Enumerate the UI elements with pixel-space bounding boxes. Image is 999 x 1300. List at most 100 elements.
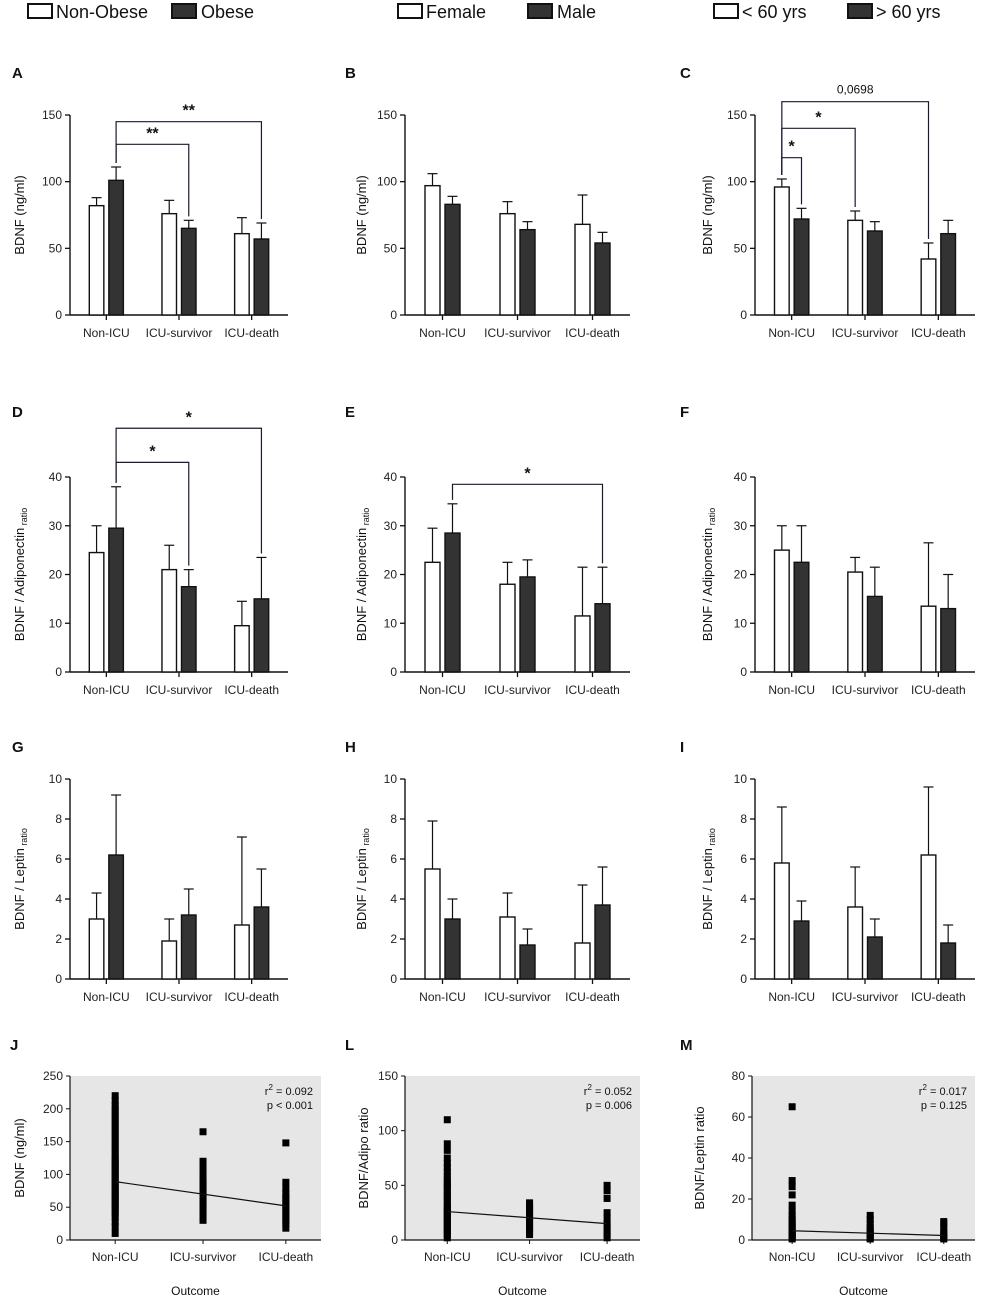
y-tick-label: 100	[43, 1167, 63, 1181]
data-point	[788, 1211, 796, 1219]
data-point	[866, 1224, 874, 1232]
bar	[424, 868, 441, 980]
data-point	[603, 1214, 611, 1222]
legend-swatch	[527, 3, 553, 19]
data-point	[199, 1176, 207, 1184]
data-point	[199, 1163, 207, 1171]
significance-label: **	[183, 103, 196, 120]
regression-line	[792, 1230, 944, 1237]
y-tick-label: 60	[732, 1110, 746, 1124]
data-point	[199, 1128, 207, 1136]
y-tick-label: 20	[732, 1192, 746, 1206]
y-tick-label: 100	[727, 175, 747, 189]
bar	[940, 942, 957, 980]
panel-letter: F	[680, 404, 689, 421]
bar	[444, 918, 461, 980]
y-axis-label-sub: ratio	[19, 508, 29, 528]
bar	[594, 904, 611, 980]
y-tick-label: 40	[732, 1151, 746, 1165]
legend-1: Non-Obese Obese	[27, 2, 254, 22]
panel-letter: E	[345, 404, 355, 421]
y-axis-label-sub: ratio	[19, 828, 29, 848]
y-tick-label: 80	[732, 1069, 746, 1083]
p-value-label: p = 0.125	[921, 1100, 967, 1112]
data-point	[443, 1154, 451, 1162]
x-tick-label: Non-ICU	[83, 990, 130, 1004]
y-tick-label: 0	[740, 972, 747, 986]
bar	[88, 204, 105, 316]
y-tick-label: 40	[734, 470, 748, 484]
y-tick-label: 0	[55, 972, 62, 986]
r-squared-exponent: 2	[922, 1083, 927, 1092]
x-tick-label: Non-ICU	[768, 990, 815, 1004]
panel-D: D 0 10 20 30 40 BDNF / Adiponectin ratio Non-IC…	[12, 404, 288, 697]
y-tick-label: 2	[55, 932, 62, 946]
y-tick-label: 0	[56, 1233, 63, 1247]
x-tick-label: ICU-survivor	[146, 683, 213, 697]
panel-letter: H	[345, 739, 356, 756]
y-tick-label: 20	[384, 568, 398, 582]
y-tick-label: 0	[738, 1233, 745, 1247]
data-point	[282, 1224, 290, 1232]
panel-letter: I	[680, 739, 684, 756]
y-tick-label: 10	[734, 772, 748, 786]
y-tick-label: 100	[378, 1124, 398, 1138]
bar	[444, 203, 461, 316]
data-point	[111, 1102, 119, 1110]
x-tick-label: ICU-death	[224, 683, 279, 697]
x-tick-label: ICU-death	[224, 326, 279, 340]
data-point	[940, 1218, 948, 1226]
r-squared-label: r2 = 0.052	[584, 1083, 632, 1098]
x-tick-label: Non-ICU	[424, 1250, 471, 1264]
r-squared-value: = 0.052	[592, 1086, 632, 1098]
panel-letter: G	[12, 739, 24, 756]
panel-letter: L	[345, 1037, 354, 1054]
significance-label: *	[815, 109, 822, 126]
legend-3: < 60 yrs > 60 yrs	[713, 2, 941, 22]
y-tick-label: 6	[740, 852, 747, 866]
y-tick-label: 20	[49, 568, 63, 582]
data-point	[111, 1097, 119, 1105]
bar	[444, 532, 461, 673]
panel-F: F 0 10 20 30 40 BDNF / Adiponectin ratio Non-IC…	[680, 404, 975, 697]
data-point	[603, 1227, 611, 1235]
significance-bracket	[115, 143, 190, 217]
panel-L: L 0 50 100 150 BDNF/Adipo ratio Non-ICU ICU-sur…	[345, 1037, 640, 1298]
bar	[88, 551, 105, 673]
data-point	[199, 1172, 207, 1180]
x-axis-title: Outcome	[171, 1284, 220, 1298]
y-tick-label: 2	[390, 932, 397, 946]
regression-line	[115, 1181, 286, 1207]
bar	[499, 583, 516, 673]
x-tick-label: ICU-survivor	[496, 1250, 563, 1264]
y-axis-label: BDNF/Leptin ratio	[692, 1106, 707, 1209]
panel-H: H 0 2 4 6 8 10 BDNF / Leptin ratio Non-ICU ICU-su…	[345, 739, 630, 1004]
legend-swatch	[171, 3, 197, 19]
bar	[161, 568, 178, 673]
bar	[594, 242, 611, 316]
bar	[180, 914, 197, 980]
bar	[594, 603, 611, 673]
y-axis-label: BDNF / Adiponectin ratio	[354, 508, 371, 641]
legend-label: Obese	[201, 2, 254, 22]
bar	[773, 862, 790, 980]
bar	[519, 944, 536, 980]
y-tick-label: 4	[740, 892, 747, 906]
y-tick-label: 20	[734, 568, 748, 582]
panel-I: I 0 2 4 6 8 10 BDNF / Leptin ratio Non-ICU ICU-su…	[680, 739, 975, 1004]
y-axis-label: BDNF (ng/ml)	[700, 175, 715, 254]
bar	[866, 230, 883, 316]
x-tick-label: ICU-survivor	[832, 683, 899, 697]
bar	[424, 561, 441, 673]
significance-label: **	[146, 125, 159, 142]
data-point	[788, 1216, 796, 1223]
bar	[233, 232, 250, 316]
x-tick-label: Non-ICU	[769, 1250, 816, 1264]
data-point	[603, 1187, 611, 1195]
panel-A: A 0 50 100 150 BDNF (ng/ml) Non-ICU ICU-survivo…	[12, 65, 288, 340]
significance-label: *	[789, 139, 796, 156]
y-tick-label: 150	[377, 108, 397, 122]
y-tick-label: 8	[55, 812, 62, 826]
data-point	[111, 1223, 119, 1231]
y-axis-label: BDNF (ng/ml)	[354, 175, 369, 254]
